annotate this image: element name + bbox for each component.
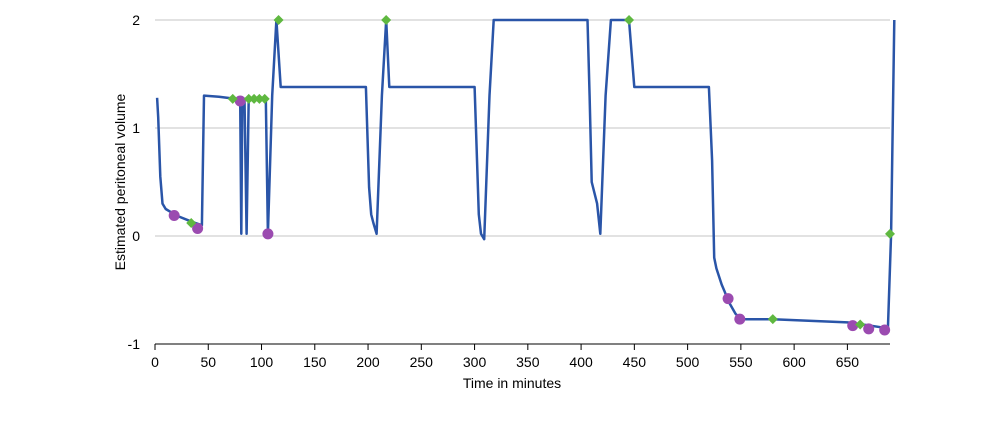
y-tick-label: 0 [132, 228, 140, 244]
x-tick-label: 0 [151, 354, 159, 370]
x-tick-label: 350 [516, 354, 540, 370]
y-axis-ticks: -1 0 1 2 [128, 12, 141, 352]
diamond-marker [186, 218, 197, 229]
circle-marker [734, 313, 746, 325]
x-tick-label: 150 [303, 354, 327, 370]
diamond-marker [885, 228, 895, 239]
x-tick-label: 550 [729, 354, 753, 370]
x-tick-label: 250 [410, 354, 434, 370]
x-tick-label: 500 [676, 354, 700, 370]
circle-marker [192, 222, 204, 234]
circle-marker [879, 324, 891, 336]
diamond-marker [855, 319, 866, 330]
diamond-marker [259, 93, 270, 104]
diamond-marker [381, 15, 392, 25]
x-tick-label: 400 [569, 354, 593, 370]
x-tick-label: 100 [250, 354, 274, 370]
circle-marker [847, 320, 859, 332]
y-tick-label: 1 [132, 120, 140, 136]
x-tick-label: 450 [623, 354, 647, 370]
x-tick-label: 600 [782, 354, 806, 370]
series-line [155, 18, 896, 331]
diamond-marker [243, 93, 254, 104]
diamond-marker [249, 93, 260, 104]
diamond-marker [273, 15, 284, 25]
y-tick-label: 2 [132, 12, 140, 28]
circle-marker [168, 209, 180, 221]
diamond-marker [624, 15, 635, 25]
y-axis-title: Estimated peritoneal volume [112, 93, 128, 270]
x-tick-label: 50 [200, 354, 216, 370]
x-tick-label: 300 [463, 354, 487, 370]
x-tick-label: 650 [836, 354, 860, 370]
circle-marker [234, 95, 246, 107]
circle-marker [863, 323, 875, 335]
y-tick-label: -1 [128, 336, 141, 352]
diamond-marker [767, 314, 778, 325]
circle-marker [722, 293, 734, 305]
x-axis-title: Time in minutes [463, 375, 561, 391]
x-tick-label: 200 [356, 354, 380, 370]
diamond-marker [227, 93, 238, 104]
circle-marker [262, 228, 274, 240]
x-axis-ticks: 0 50 100 150 200 250 300 350 400 450 500 550 600 650 [151, 344, 859, 370]
diamond-marker [254, 93, 265, 104]
data-markers [168, 15, 895, 336]
